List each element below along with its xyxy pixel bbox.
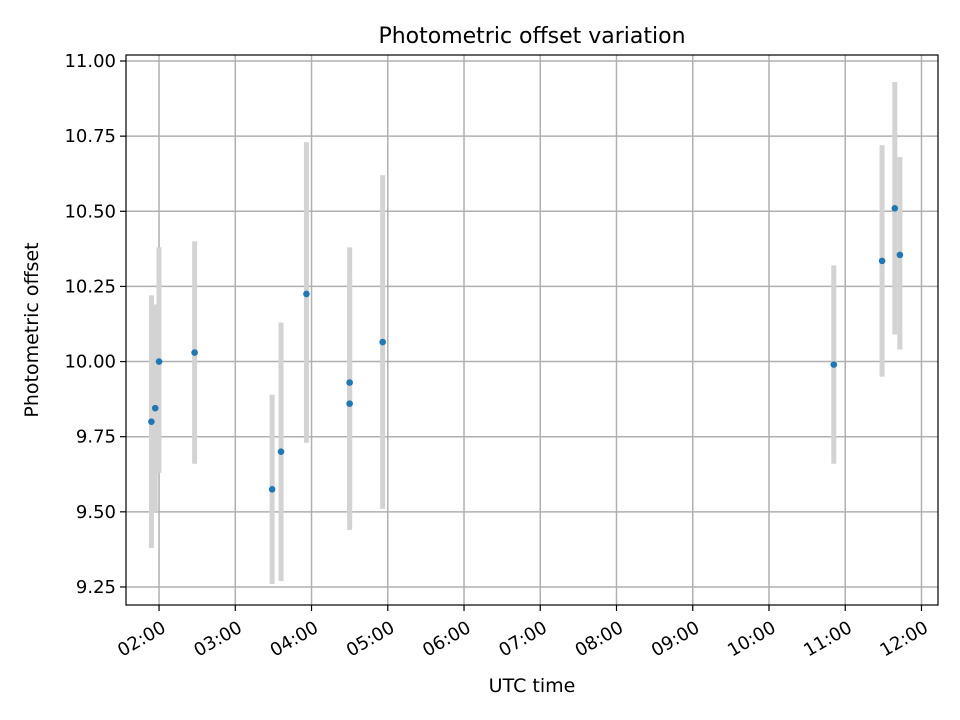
y-tick-label: 11.00 bbox=[64, 51, 116, 72]
y-tick-label: 10.50 bbox=[64, 201, 116, 222]
y-tick-label: 10.25 bbox=[64, 276, 116, 297]
data-point bbox=[896, 251, 904, 259]
data-point bbox=[191, 349, 198, 356]
data-point bbox=[346, 400, 353, 407]
data-point bbox=[346, 379, 353, 386]
data-point bbox=[155, 358, 163, 365]
data-point bbox=[148, 418, 155, 425]
x-axis-label: UTC time bbox=[489, 675, 576, 697]
chart-title: Photometric offset variation bbox=[378, 24, 685, 49]
y-tick-label: 9.50 bbox=[76, 502, 116, 523]
data-point bbox=[268, 485, 276, 493]
data-point bbox=[878, 257, 886, 265]
data-point bbox=[891, 204, 899, 212]
y-axis-label: Photometric offset bbox=[21, 242, 43, 417]
y-tick-label: 9.75 bbox=[76, 427, 116, 448]
data-point bbox=[830, 361, 838, 368]
data-point bbox=[303, 290, 310, 298]
data-point bbox=[379, 338, 386, 346]
data-points bbox=[148, 204, 904, 493]
y-tick-label: 9.25 bbox=[76, 577, 116, 598]
y-tick-label: 10.75 bbox=[64, 126, 116, 147]
grid bbox=[126, 55, 938, 605]
data-point bbox=[151, 404, 159, 412]
data-point bbox=[277, 448, 285, 456]
y-tick-label: 10.00 bbox=[64, 352, 116, 373]
plot-frame bbox=[125, 54, 939, 606]
